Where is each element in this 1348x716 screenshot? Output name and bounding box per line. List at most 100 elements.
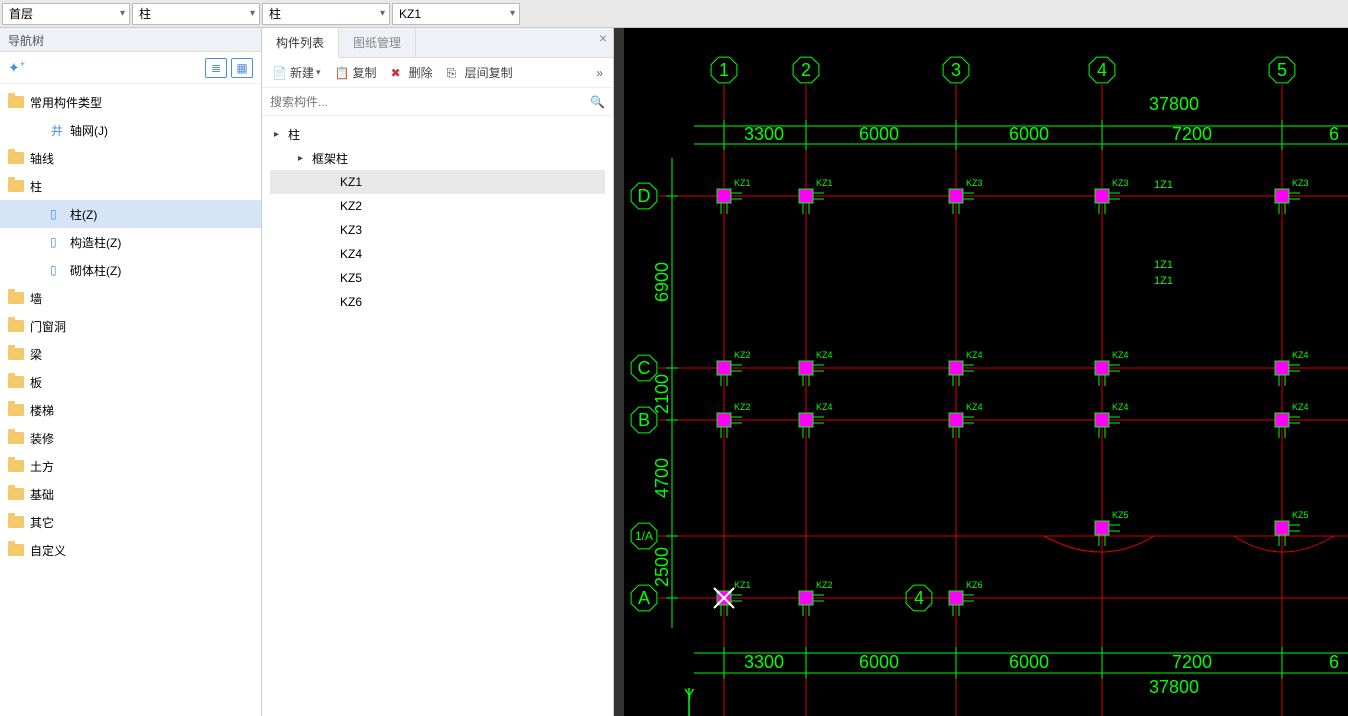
delete-icon: ✖ bbox=[391, 66, 405, 80]
category1-dropdown[interactable]: 柱 bbox=[132, 3, 260, 25]
comp-item-KZ1[interactable]: KZ1 bbox=[270, 170, 605, 194]
comp-tree-group[interactable]: ▸ 框架柱 bbox=[270, 146, 605, 170]
nav-panel-title: 导航树 bbox=[0, 28, 261, 52]
cat1-value: 柱 bbox=[139, 5, 151, 22]
member-value: KZ1 bbox=[399, 7, 421, 21]
svg-text:KZ1: KZ1 bbox=[734, 178, 751, 188]
nav-item-label: 轴网(J) bbox=[70, 122, 108, 139]
svg-text:2: 2 bbox=[801, 60, 811, 80]
svg-text:C: C bbox=[638, 358, 651, 378]
comp-item-KZ3[interactable]: KZ3 bbox=[270, 218, 605, 242]
nav-item-label: 墙 bbox=[30, 290, 42, 307]
comp-tree-root[interactable]: ▸ 柱 bbox=[270, 122, 605, 146]
svg-text:KZ4: KZ4 bbox=[966, 350, 983, 360]
folder-icon bbox=[8, 488, 24, 500]
nav-item-label: 柱 bbox=[30, 178, 42, 195]
grid-icon: 井 bbox=[50, 123, 64, 137]
column-icon: ▯ bbox=[50, 263, 64, 277]
nav-item-常用构件类型[interactable]: 常用构件类型 bbox=[0, 88, 261, 116]
svg-text:6000: 6000 bbox=[1009, 652, 1049, 672]
close-icon[interactable]: × bbox=[599, 30, 607, 46]
nav-item-板[interactable]: 板 bbox=[0, 368, 261, 396]
search-input[interactable] bbox=[270, 95, 590, 109]
copy-button[interactable]: 📋复制 bbox=[329, 62, 383, 83]
nav-item-梁[interactable]: 梁 bbox=[0, 340, 261, 368]
delete-button[interactable]: ✖删除 bbox=[385, 62, 439, 83]
folder-icon bbox=[8, 460, 24, 472]
nav-item-label: 常用构件类型 bbox=[30, 94, 102, 111]
nav-item-装修[interactable]: 装修 bbox=[0, 424, 261, 452]
member-dropdown[interactable]: KZ1 bbox=[392, 3, 520, 25]
nav-item-楼梯[interactable]: 楼梯 bbox=[0, 396, 261, 424]
folder-icon bbox=[8, 404, 24, 416]
top-dropdown-bar: 首层 柱 柱 KZ1 bbox=[0, 0, 1348, 28]
nav-item-墙[interactable]: 墙 bbox=[0, 284, 261, 312]
component-tree: ▸ 柱▸ 框架柱KZ1KZ2KZ3KZ4KZ5KZ6 bbox=[262, 116, 613, 716]
svg-text:3300: 3300 bbox=[744, 652, 784, 672]
cad-canvas[interactable]: 123453780033006000600072006DCB1/AA690021… bbox=[614, 28, 1348, 716]
svg-text:KZ4: KZ4 bbox=[1292, 402, 1309, 412]
svg-text:KZ4: KZ4 bbox=[1292, 350, 1309, 360]
main-area: 导航树 ✦+ ≣ ▦ 常用构件类型井轴网(J)轴线柱▯柱(Z)▯构造柱(Z)▯砌… bbox=[0, 28, 1348, 716]
nav-item-label: 构造柱(Z) bbox=[70, 234, 121, 251]
svg-text:KZ4: KZ4 bbox=[816, 350, 833, 360]
svg-text:1Z1: 1Z1 bbox=[1154, 259, 1173, 271]
svg-text:1/A: 1/A bbox=[635, 529, 653, 543]
new-icon: 📄 bbox=[272, 66, 286, 80]
nav-item-label: 梁 bbox=[30, 346, 42, 363]
nav-item-轴网(J)[interactable]: 井轴网(J) bbox=[0, 116, 261, 144]
floorcopy-icon: ⎘ bbox=[447, 66, 461, 80]
svg-text:2100: 2100 bbox=[652, 374, 672, 414]
comp-item-KZ4[interactable]: KZ4 bbox=[270, 242, 605, 266]
svg-text:KZ2: KZ2 bbox=[734, 350, 751, 360]
svg-text:KZ2: KZ2 bbox=[816, 580, 833, 590]
svg-text:2500: 2500 bbox=[652, 547, 672, 587]
svg-text:KZ1: KZ1 bbox=[816, 178, 833, 188]
folder-icon bbox=[8, 516, 24, 528]
svg-text:37800: 37800 bbox=[1149, 94, 1199, 114]
tab-drawing-mgmt[interactable]: 图纸管理 bbox=[339, 28, 416, 57]
svg-text:A: A bbox=[638, 588, 650, 608]
add-icon[interactable]: ✦+ bbox=[8, 59, 25, 77]
svg-text:KZ3: KZ3 bbox=[966, 178, 983, 188]
floor-dropdown[interactable]: 首层 bbox=[2, 3, 130, 25]
nav-item-轴线[interactable]: 轴线 bbox=[0, 144, 261, 172]
svg-text:4: 4 bbox=[914, 588, 924, 608]
category2-dropdown[interactable]: 柱 bbox=[262, 3, 390, 25]
svg-text:7200: 7200 bbox=[1172, 124, 1212, 144]
svg-text:Y: Y bbox=[684, 687, 695, 704]
search-icon[interactable]: 🔍 bbox=[590, 95, 605, 109]
new-button[interactable]: 📄新建▾ bbox=[266, 62, 327, 83]
nav-item-构造柱(Z)[interactable]: ▯构造柱(Z) bbox=[0, 228, 261, 256]
tab-component-list[interactable]: 构件列表 bbox=[262, 28, 339, 58]
nav-item-基础[interactable]: 基础 bbox=[0, 480, 261, 508]
folder-icon bbox=[8, 544, 24, 556]
nav-item-label: 土方 bbox=[30, 458, 54, 475]
svg-text:37800: 37800 bbox=[1149, 677, 1199, 697]
nav-item-砌体柱(Z)[interactable]: ▯砌体柱(Z) bbox=[0, 256, 261, 284]
list-view-button[interactable]: ≣ bbox=[205, 58, 227, 78]
comp-item-KZ6[interactable]: KZ6 bbox=[270, 290, 605, 314]
nav-item-自定义[interactable]: 自定义 bbox=[0, 536, 261, 564]
copy-icon: 📋 bbox=[335, 66, 349, 80]
floor-copy-button[interactable]: ⎘层间复制 bbox=[441, 62, 519, 83]
cat2-value: 柱 bbox=[269, 5, 281, 22]
grid-view-button[interactable]: ▦ bbox=[231, 58, 253, 78]
nav-item-label: 门窗洞 bbox=[30, 318, 66, 335]
nav-item-其它[interactable]: 其它 bbox=[0, 508, 261, 536]
svg-text:KZ3: KZ3 bbox=[1112, 178, 1129, 188]
svg-text:3300: 3300 bbox=[744, 124, 784, 144]
svg-text:KZ4: KZ4 bbox=[966, 402, 983, 412]
nav-item-门窗洞[interactable]: 门窗洞 bbox=[0, 312, 261, 340]
svg-text:KZ3: KZ3 bbox=[1292, 178, 1309, 188]
nav-item-柱(Z)[interactable]: ▯柱(Z) bbox=[0, 200, 261, 228]
more-button[interactable]: » bbox=[592, 64, 607, 82]
comp-item-KZ2[interactable]: KZ2 bbox=[270, 194, 605, 218]
svg-text:KZ4: KZ4 bbox=[816, 402, 833, 412]
folder-icon bbox=[8, 292, 24, 304]
nav-item-土方[interactable]: 土方 bbox=[0, 452, 261, 480]
comp-item-KZ5[interactable]: KZ5 bbox=[270, 266, 605, 290]
nav-item-柱[interactable]: 柱 bbox=[0, 172, 261, 200]
svg-text:1Z1: 1Z1 bbox=[1154, 179, 1173, 191]
svg-text:KZ5: KZ5 bbox=[1112, 510, 1129, 520]
